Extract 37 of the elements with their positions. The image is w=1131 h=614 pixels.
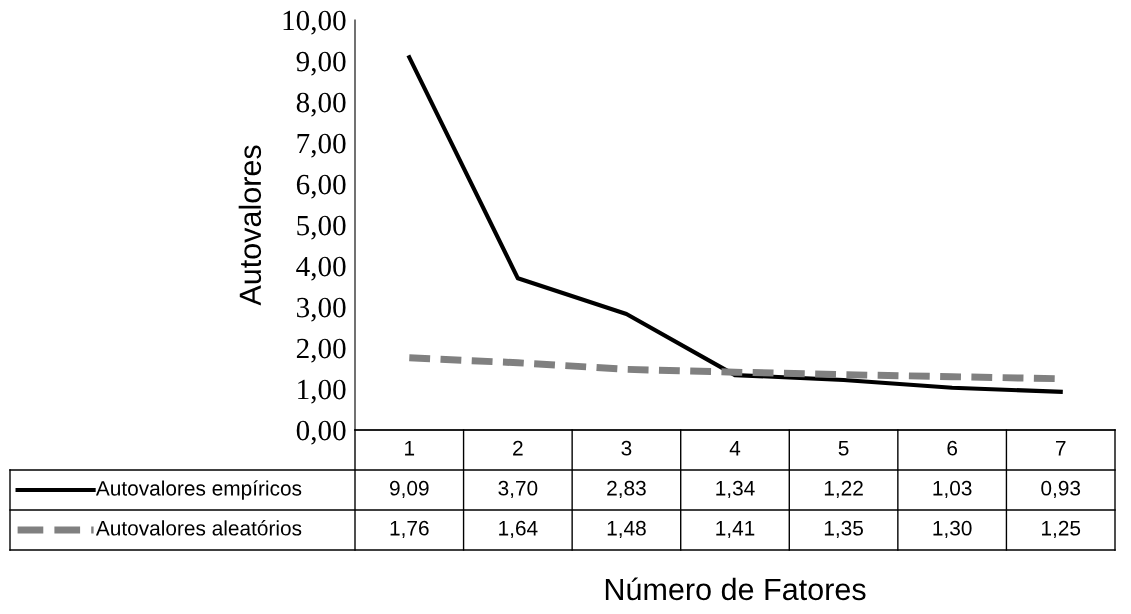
x-tick-label: 7: [1055, 441, 1066, 456]
y-tick-label: 5,00: [297, 215, 346, 240]
line-series: [407, 55, 1063, 394]
x-tick-label: 1: [405, 441, 415, 456]
x-tick-label: 5: [838, 441, 849, 456]
x-tick-label: 2: [513, 440, 523, 456]
data-label: 1,25: [1042, 520, 1081, 539]
data-label: 1,64: [499, 520, 538, 539]
data-label: 1,30: [933, 520, 972, 539]
x-tick-label: 3: [621, 440, 632, 456]
data-label: 1,34: [716, 480, 755, 499]
data-label: 1,48: [607, 520, 646, 539]
data-label: 1,22: [824, 480, 863, 499]
data-label: 0,93: [1041, 480, 1081, 499]
x-tick-label: 4: [729, 441, 741, 456]
legend-label: Autovalores empíricos: [95, 480, 302, 500]
y-tick-label: 8,00: [296, 92, 346, 117]
data-label: 1,35: [824, 520, 863, 539]
y-tick-label: 7,00: [297, 133, 346, 158]
x-tick-label: 6: [947, 440, 958, 456]
y-tick-label: 10,00: [283, 10, 346, 35]
y-tick-label: 6,00: [296, 174, 346, 199]
y-axis-title: Autovalores: [238, 145, 262, 306]
x-axis-title: Número de Fatores: [605, 577, 866, 601]
y-tick-label: 2,00: [296, 338, 346, 363]
data-label: 1,76: [390, 520, 429, 539]
y-tick-label: 0,00: [296, 420, 346, 445]
y-tick-label: 9,00: [296, 51, 346, 76]
data-label: 2,83: [607, 480, 646, 499]
y-tick-label: 1,00: [298, 379, 346, 404]
data-label: 9,09: [389, 480, 429, 499]
legend-label: Autovalores aleatórios: [95, 520, 302, 536]
y-tick-label: 4,00: [296, 256, 346, 281]
data-label: 1,41: [716, 521, 755, 539]
data-label: 1,03: [933, 480, 972, 499]
data-label: 3,70: [498, 480, 538, 499]
y-tick-label: 3,00: [297, 297, 346, 322]
